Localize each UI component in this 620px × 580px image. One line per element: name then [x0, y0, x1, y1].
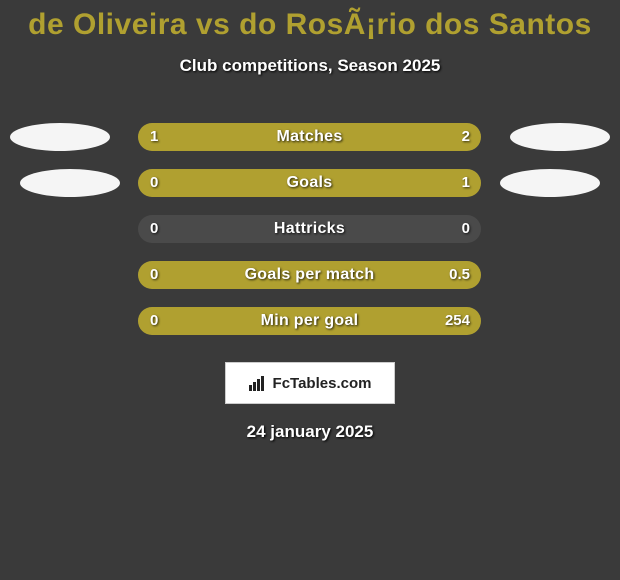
- stat-row: 00.5Goals per match: [0, 252, 620, 298]
- bar-chart-icon: [249, 375, 269, 391]
- stat-label: Min per goal: [138, 307, 481, 335]
- stat-label: Goals per match: [138, 261, 481, 289]
- stat-row: 01Goals: [0, 160, 620, 206]
- fctables-logo: FcTables.com: [225, 362, 395, 404]
- stat-label: Matches: [138, 123, 481, 151]
- stat-row: 0254Min per goal: [0, 298, 620, 344]
- stat-label: Hattricks: [138, 215, 481, 243]
- stats-container: 12Matches01Goals00Hattricks00.5Goals per…: [0, 114, 620, 344]
- stat-row: 12Matches: [0, 114, 620, 160]
- stat-label: Goals: [138, 169, 481, 197]
- player-right-ellipse: [500, 169, 600, 197]
- page-title: de Oliveira vs do RosÃ¡rio dos Santos: [0, 0, 620, 42]
- stat-row: 00Hattricks: [0, 206, 620, 252]
- player-left-ellipse: [20, 169, 120, 197]
- logo-text: FcTables.com: [273, 375, 372, 392]
- subtitle: Club competitions, Season 2025: [0, 56, 620, 76]
- player-left-ellipse: [10, 123, 110, 151]
- date-text: 24 january 2025: [0, 422, 620, 442]
- player-right-ellipse: [510, 123, 610, 151]
